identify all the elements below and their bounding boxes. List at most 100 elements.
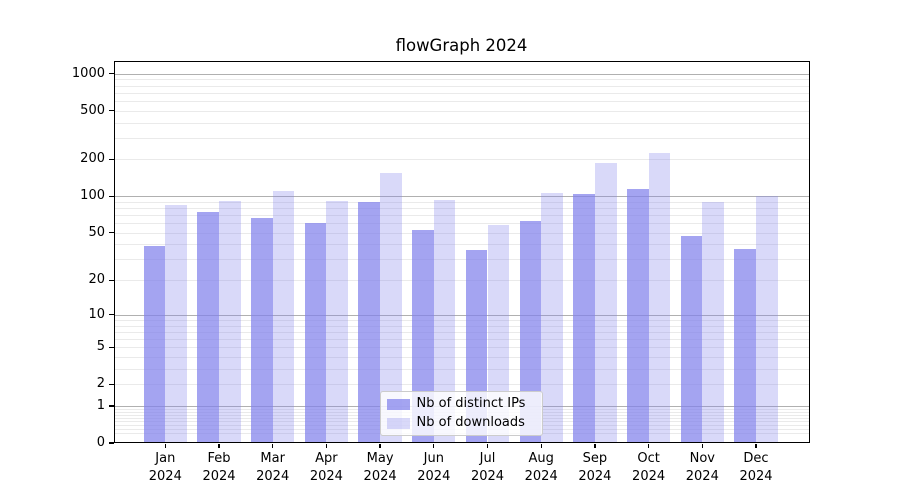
bar-ips-oct xyxy=(626,188,649,443)
legend-row-downloads: Nb of downloads xyxy=(386,415,542,431)
bar-ips-nov xyxy=(680,236,703,443)
legend-row-distinct-ips: Nb of distinct IPs xyxy=(386,396,542,412)
y-tick-mark xyxy=(109,279,114,281)
gridline-400 xyxy=(113,122,810,124)
y-tick-label-100: 100 xyxy=(80,188,105,204)
gridline-5 xyxy=(113,347,810,349)
gridline-50 xyxy=(113,232,810,234)
legend-swatch-downloads xyxy=(386,417,410,429)
y-tick-label-50: 50 xyxy=(88,224,105,240)
bar-ips-sep xyxy=(573,193,595,443)
gridline-300 xyxy=(113,137,810,139)
legend-label-downloads: Nb of downloads xyxy=(416,415,525,430)
bar-downloads-jan xyxy=(165,205,187,443)
gridline-6 xyxy=(113,338,810,340)
x-tick-label-dec: Dec 2024 xyxy=(739,451,773,484)
x-tick-mark xyxy=(379,443,381,448)
y-tick-label-1: 1 xyxy=(96,397,105,413)
gridline-900 xyxy=(113,79,810,81)
x-tick-mark xyxy=(755,443,757,448)
x-tick-mark xyxy=(540,443,542,448)
y-tick-mark xyxy=(109,232,114,234)
x-tick-label-mar: Mar 2024 xyxy=(256,451,290,484)
bar-downloads-apr xyxy=(326,201,349,443)
bar-downloads-may xyxy=(380,172,402,443)
gridline-30 xyxy=(113,259,810,261)
gridline-9 xyxy=(113,319,810,321)
x-tick-label-jul: Jul 2024 xyxy=(470,451,505,484)
y-tick-label-5: 5 xyxy=(96,339,105,355)
gridline-80 xyxy=(113,208,810,209)
x-tick-label-jun: Jun 2024 xyxy=(417,451,451,484)
x-tick-label-aug: Aug 2024 xyxy=(524,451,558,484)
bar-ips-jan xyxy=(143,245,166,443)
bar-downloads-oct xyxy=(648,153,671,443)
x-tick-label-feb: Feb 2024 xyxy=(202,451,236,484)
y-tick-mark xyxy=(109,72,114,75)
bar-downloads-nov xyxy=(702,201,724,443)
bar-downloads-feb xyxy=(219,201,241,443)
x-tick-label-sep: Sep 2024 xyxy=(578,451,612,484)
gridline-200 xyxy=(113,159,810,161)
y-tick-label-1000: 1000 xyxy=(71,65,105,81)
gridline-2 xyxy=(113,384,810,386)
gridline-70 xyxy=(113,215,810,217)
gridline-700 xyxy=(113,92,810,94)
gridline-60 xyxy=(113,223,810,225)
gridline-1000 xyxy=(113,73,810,75)
x-tick-mark xyxy=(701,443,703,448)
y-tick-mark xyxy=(109,158,114,161)
bar-ips-jun xyxy=(412,229,434,443)
y-tick-mark xyxy=(109,195,114,197)
y-tick-mark xyxy=(109,109,114,112)
gridline-600 xyxy=(113,100,810,102)
gridline-20 xyxy=(113,280,810,282)
x-tick-label-may: May 2024 xyxy=(363,451,397,484)
gridline-500 xyxy=(113,110,810,112)
legend-label-distinct-ips: Nb of distinct IPs xyxy=(416,396,526,411)
bar-ips-dec xyxy=(734,248,756,443)
bar-downloads-dec xyxy=(756,196,778,443)
bar-ips-apr xyxy=(304,223,327,443)
y-tick-mark xyxy=(109,405,114,407)
y-tick-mark xyxy=(109,383,114,385)
bar-ips-may xyxy=(358,202,381,443)
y-tick-label-0: 0 xyxy=(96,435,105,450)
chart-title: flowGraph 2024 xyxy=(395,36,528,55)
y-tick-label-200: 200 xyxy=(80,151,105,167)
bar-downloads-jun xyxy=(433,200,456,443)
gridline-800 xyxy=(113,85,810,87)
bar-downloads-mar xyxy=(272,190,295,443)
gridline-10 xyxy=(113,314,810,316)
x-tick-label-oct: Oct 2024 xyxy=(632,451,666,484)
gridline-4 xyxy=(113,356,810,358)
x-tick-mark xyxy=(218,443,220,448)
gridline-40 xyxy=(113,244,810,246)
bar-ips-mar xyxy=(251,218,273,443)
bar-downloads-aug xyxy=(541,193,563,443)
x-tick-label-apr: Apr 2024 xyxy=(309,451,343,484)
x-tick-mark xyxy=(325,443,328,448)
legend: Nb of distinct IPs Nb of downloads xyxy=(379,391,543,436)
gridline-100 xyxy=(113,196,810,198)
x-tick-label-jan: Jan 2024 xyxy=(148,451,182,484)
gridline-8 xyxy=(113,325,810,327)
plot-area: Nb of distinct IPs Nb of downloads xyxy=(113,61,810,443)
gridline-90 xyxy=(113,201,810,203)
x-tick-mark xyxy=(594,443,596,448)
x-tick-mark xyxy=(433,443,435,448)
gridline-3 xyxy=(113,368,810,370)
y-tick-label-2: 2 xyxy=(96,376,105,392)
x-tick-mark xyxy=(486,443,489,448)
legend-swatch-distinct-ips xyxy=(386,398,410,410)
y-tick-mark xyxy=(109,346,114,348)
y-tick-label-20: 20 xyxy=(88,272,105,288)
x-tick-mark xyxy=(647,443,650,448)
y-tick-label-500: 500 xyxy=(80,102,105,118)
y-tick-mark xyxy=(109,314,114,316)
bar-downloads-jul xyxy=(487,225,510,443)
x-tick-mark xyxy=(272,443,274,448)
bar-downloads-sep xyxy=(594,163,617,443)
bar-ips-aug xyxy=(519,220,542,443)
